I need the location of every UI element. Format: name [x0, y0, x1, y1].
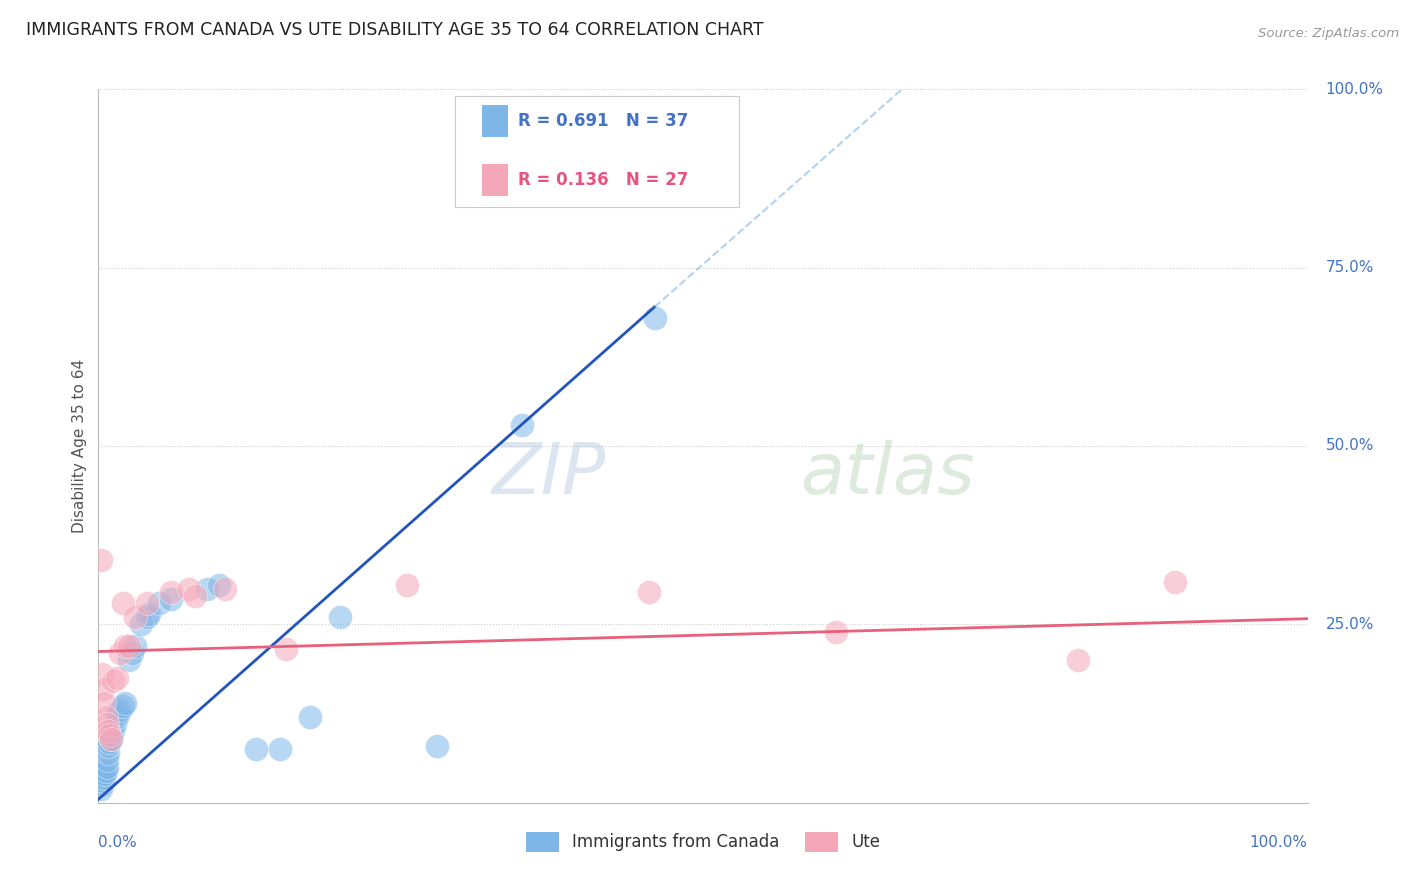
Text: 0.0%: 0.0% — [98, 835, 138, 850]
Point — [129, 617, 152, 632]
Text: R = 0.136   N = 27: R = 0.136 N = 27 — [517, 171, 689, 189]
Point — [114, 639, 136, 653]
Point — [274, 642, 297, 657]
FancyBboxPatch shape — [482, 164, 509, 196]
Point — [111, 699, 134, 714]
Point — [98, 735, 121, 749]
Point — [97, 724, 120, 739]
Point — [105, 671, 128, 685]
Point — [124, 639, 146, 653]
Point — [93, 771, 115, 785]
Point — [138, 607, 160, 621]
Point — [269, 742, 291, 756]
Point — [101, 724, 124, 739]
Point — [179, 582, 201, 596]
Point — [118, 639, 141, 653]
Point — [637, 585, 659, 599]
Text: R = 0.691   N = 37: R = 0.691 N = 37 — [517, 112, 689, 130]
Point — [825, 624, 848, 639]
Point — [96, 760, 118, 774]
Point — [214, 582, 236, 596]
Text: 75.0%: 75.0% — [1326, 260, 1374, 275]
Text: ZIP: ZIP — [492, 440, 606, 509]
Y-axis label: Disability Age 35 to 64: Disability Age 35 to 64 — [72, 359, 87, 533]
Text: atlas: atlas — [800, 440, 974, 509]
Point — [135, 596, 157, 610]
Point — [96, 753, 118, 767]
Point — [100, 731, 122, 746]
Point — [107, 706, 129, 721]
Point — [426, 739, 449, 753]
Point — [108, 703, 131, 717]
Point — [98, 728, 121, 742]
Point — [148, 596, 170, 610]
Point — [299, 710, 322, 724]
Point — [93, 767, 115, 781]
Text: 100.0%: 100.0% — [1326, 82, 1384, 96]
Text: 50.0%: 50.0% — [1326, 439, 1374, 453]
Point — [91, 778, 114, 792]
Point — [104, 717, 127, 731]
Point — [100, 728, 122, 742]
Text: Source: ZipAtlas.com: Source: ZipAtlas.com — [1258, 27, 1399, 40]
Point — [118, 653, 141, 667]
Point — [160, 592, 183, 607]
Point — [91, 667, 114, 681]
Point — [90, 553, 112, 567]
Point — [94, 710, 117, 724]
Point — [97, 739, 120, 753]
Point — [184, 589, 207, 603]
Point — [329, 610, 352, 624]
Point — [135, 610, 157, 624]
Point — [160, 585, 183, 599]
FancyBboxPatch shape — [456, 96, 740, 207]
Point — [97, 746, 120, 760]
Point — [90, 781, 112, 796]
Point — [111, 596, 134, 610]
Point — [100, 731, 122, 746]
Point — [121, 646, 143, 660]
Point — [124, 610, 146, 624]
FancyBboxPatch shape — [482, 105, 509, 137]
Point — [105, 710, 128, 724]
Point — [1163, 574, 1185, 589]
Text: IMMIGRANTS FROM CANADA VS UTE DISABILITY AGE 35 TO 64 CORRELATION CHART: IMMIGRANTS FROM CANADA VS UTE DISABILITY… — [25, 21, 763, 39]
Point — [96, 717, 118, 731]
Point — [108, 646, 131, 660]
Point — [644, 310, 666, 325]
Point — [1067, 653, 1090, 667]
Text: 25.0%: 25.0% — [1326, 617, 1374, 632]
Legend: Immigrants from Canada, Ute: Immigrants from Canada, Ute — [519, 825, 887, 859]
Point — [114, 696, 136, 710]
Point — [395, 578, 418, 592]
Point — [208, 578, 231, 592]
Point — [94, 764, 117, 778]
Point — [195, 582, 218, 596]
Point — [93, 696, 115, 710]
Point — [510, 417, 533, 432]
Text: 100.0%: 100.0% — [1250, 835, 1308, 850]
Point — [245, 742, 267, 756]
Point — [91, 774, 114, 789]
Point — [91, 681, 114, 696]
Point — [101, 674, 124, 689]
